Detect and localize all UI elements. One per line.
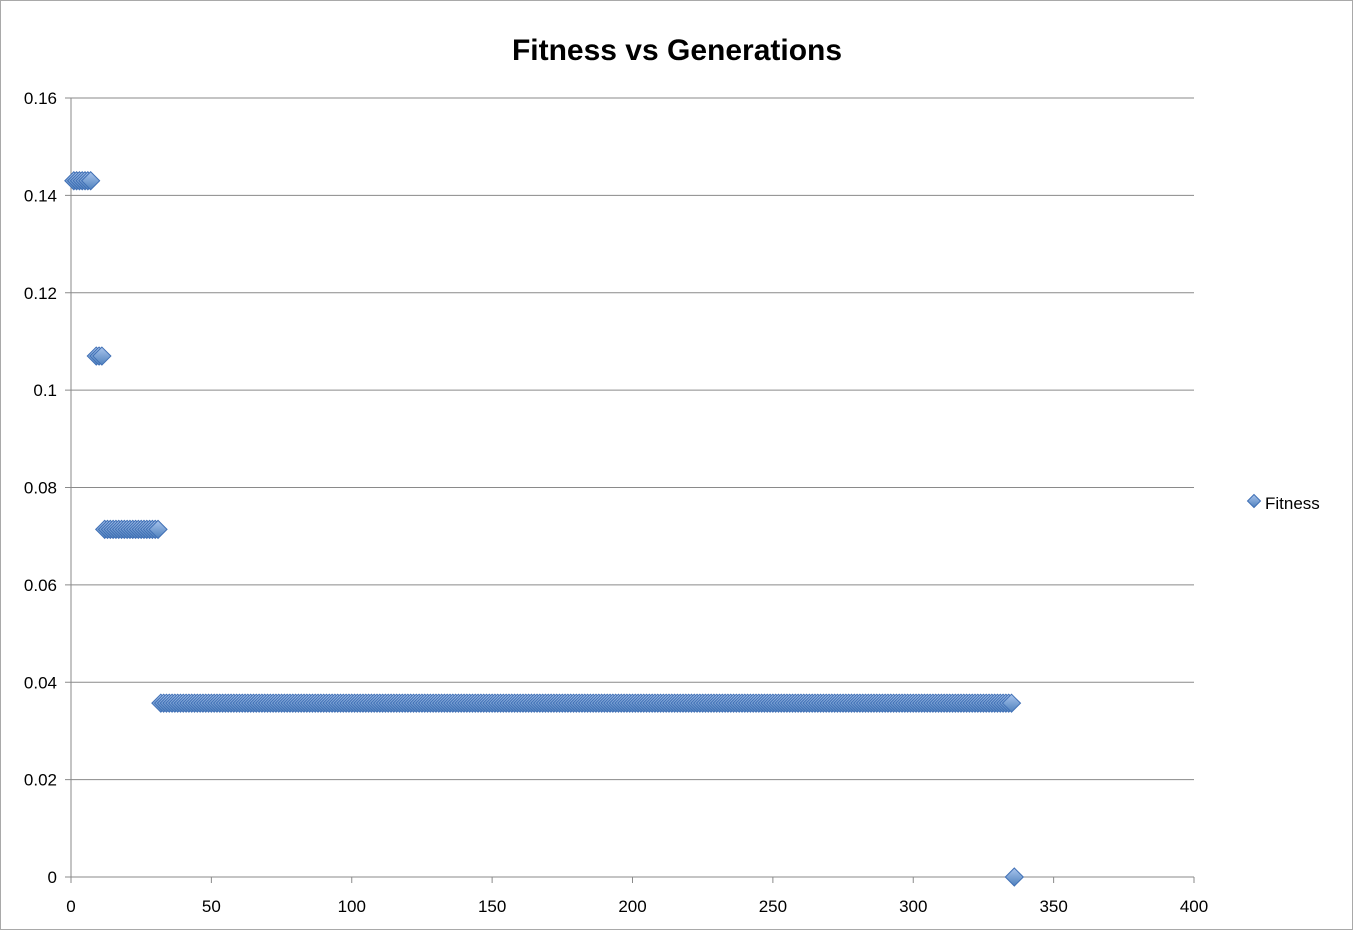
legend: Fitness bbox=[1246, 493, 1320, 513]
y-tick-label: 0.02 bbox=[24, 771, 57, 790]
y-tick-label: 0 bbox=[48, 868, 57, 887]
data-point bbox=[80, 171, 101, 191]
x-tick-label: 350 bbox=[1039, 897, 1067, 916]
data-points bbox=[64, 171, 1025, 887]
y-tick-label: 0.16 bbox=[24, 89, 57, 108]
y-tick-label: 0.08 bbox=[24, 479, 57, 498]
data-point bbox=[148, 519, 168, 540]
y-tick-label: 0.14 bbox=[24, 186, 57, 205]
x-tick-label: 250 bbox=[759, 897, 787, 916]
data-point bbox=[92, 346, 112, 366]
y-tick-label: 0.06 bbox=[24, 576, 57, 595]
y-tick-label: 0.1 bbox=[33, 381, 57, 400]
x-tick-label: 50 bbox=[202, 897, 221, 916]
x-tick-label: 0 bbox=[66, 897, 75, 916]
gridlines bbox=[65, 97, 1194, 878]
x-tick-label: 150 bbox=[478, 897, 506, 916]
axes: 0 0.02 0.04 0.06 0.08 0.1 0.12 0.14 0.16 0 50 100 15… bbox=[24, 89, 1208, 916]
y-tick-label: 0.12 bbox=[24, 284, 57, 303]
chart-title: Fitness vs Generations bbox=[512, 34, 842, 67]
data-point bbox=[1004, 867, 1025, 887]
x-tick-label: 200 bbox=[618, 897, 646, 916]
legend-marker-fitness bbox=[1246, 493, 1262, 509]
x-tick-label: 400 bbox=[1180, 897, 1208, 916]
legend-label-fitness: Fitness bbox=[1265, 494, 1320, 513]
y-tick-label: 0.04 bbox=[24, 673, 57, 692]
x-tick-label: 100 bbox=[338, 897, 366, 916]
x-tick-label: 300 bbox=[899, 897, 927, 916]
data-point bbox=[1001, 693, 1022, 713]
